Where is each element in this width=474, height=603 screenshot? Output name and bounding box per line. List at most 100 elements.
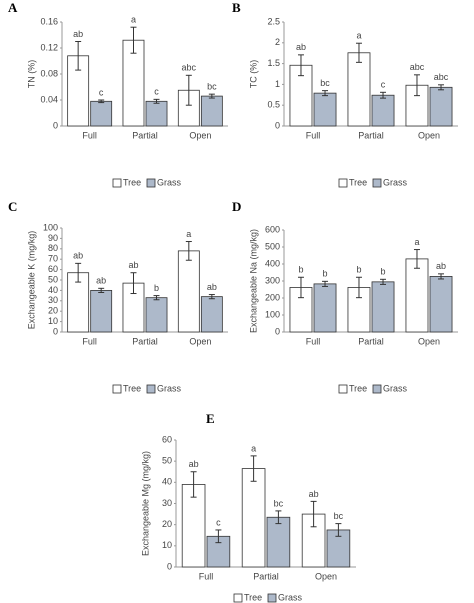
legend-label: Tree <box>123 177 141 187</box>
bar <box>145 297 168 333</box>
y-tick-label: 30 <box>162 498 172 508</box>
significance-letter: b <box>381 267 386 277</box>
legend-swatch <box>372 384 382 394</box>
significance-letter: a <box>131 15 136 25</box>
y-tick-label: 100 <box>265 309 280 319</box>
legend-label: Grass <box>383 383 408 393</box>
x-tick-label: Open <box>418 336 440 346</box>
legend-label: Tree <box>123 383 141 393</box>
significance-letter: a <box>414 237 419 247</box>
y-axis-label: Exchangeable K (mg/kg) <box>26 231 36 330</box>
bar <box>371 281 395 333</box>
legend-label: Tree <box>349 383 367 393</box>
y-tick-label: 40 <box>162 477 172 487</box>
y-tick-label: 90 <box>48 233 58 243</box>
y-tick-label: 0 <box>167 561 172 571</box>
x-tick-label: Open <box>189 130 211 140</box>
significance-letter: ab <box>309 489 319 499</box>
legend-swatch <box>112 178 122 188</box>
legend-swatch <box>267 593 277 603</box>
y-tick-label: 1.5 <box>267 58 280 68</box>
panel-label: B <box>232 0 241 15</box>
y-tick-label: 200 <box>265 292 280 302</box>
y-tick-label: 50 <box>48 274 58 284</box>
y-tick-label: 80 <box>48 243 58 253</box>
bar <box>266 516 291 568</box>
significance-letter: abc <box>434 72 449 82</box>
y-axis-label: Exchangeable Mg (mg/kg) <box>140 451 150 556</box>
x-tick-label: Full <box>82 336 97 346</box>
bar <box>405 258 429 333</box>
significance-letter: ab <box>73 251 83 261</box>
x-tick-label: Partial <box>358 130 384 140</box>
y-tick-label: 10 <box>48 316 58 326</box>
significance-letter: bc <box>207 82 217 92</box>
significance-letter: ab <box>73 29 83 39</box>
y-tick-label: 20 <box>48 306 58 316</box>
y-tick-label: 50 <box>162 456 172 466</box>
significance-letter: ab <box>296 42 306 52</box>
significance-letter: bc <box>274 498 284 508</box>
bar <box>177 250 200 333</box>
bar <box>371 94 395 127</box>
legend-swatch <box>146 178 156 188</box>
y-tick-label: 70 <box>48 254 58 264</box>
panel-label: E <box>206 411 215 426</box>
significance-letter: a <box>186 229 191 239</box>
bar <box>429 86 453 127</box>
bar <box>90 100 113 127</box>
y-tick-label: 0 <box>275 120 280 130</box>
x-tick-label: Full <box>82 130 97 140</box>
significance-letter: b <box>356 265 361 275</box>
panel-label: D <box>232 199 241 214</box>
legend-label: Tree <box>349 177 367 187</box>
y-tick-label: 2 <box>275 37 280 47</box>
panel-label: C <box>8 199 17 214</box>
significance-letter: c <box>154 87 159 97</box>
legend-swatch <box>338 178 348 188</box>
y-tick-label: 0.08 <box>40 68 58 78</box>
legend-label: Grass <box>383 177 408 187</box>
y-tick-label: 20 <box>162 519 172 529</box>
bar <box>90 289 113 333</box>
y-tick-label: 0 <box>53 326 58 336</box>
y-tick-label: 0.16 <box>40 16 58 26</box>
x-tick-label: Partial <box>253 571 279 581</box>
legend-swatch <box>233 593 243 603</box>
significance-letter: a <box>356 31 361 41</box>
significance-letter: ab <box>128 260 138 270</box>
x-tick-label: Partial <box>132 336 158 346</box>
significance-letter: bc <box>334 511 344 521</box>
x-tick-label: Open <box>189 336 211 346</box>
significance-letter: b <box>154 283 159 293</box>
y-tick-label: 30 <box>48 295 58 305</box>
significance-letter: ab <box>207 282 217 292</box>
y-tick-label: 0.04 <box>40 94 58 104</box>
y-tick-label: 60 <box>162 434 172 444</box>
y-tick-label: 600 <box>265 224 280 234</box>
legend-label: Tree <box>244 592 262 602</box>
legend-swatch <box>112 384 122 394</box>
bar <box>145 100 168 127</box>
bar <box>200 95 223 127</box>
panel-label: A <box>8 0 18 15</box>
significance-letter: c <box>381 80 386 90</box>
y-axis-label: TC (%) <box>248 60 258 89</box>
x-tick-label: Full <box>199 571 214 581</box>
significance-letter: ab <box>436 261 446 271</box>
significance-letter: ab <box>96 276 106 286</box>
y-tick-label: 40 <box>48 285 58 295</box>
significance-letter: ab <box>189 459 199 469</box>
y-tick-label: 300 <box>265 275 280 285</box>
x-tick-label: Open <box>315 571 337 581</box>
x-tick-label: Full <box>306 130 321 140</box>
y-axis-label: Exchangeable Na (mg/kg) <box>248 229 258 333</box>
y-tick-label: 400 <box>265 258 280 268</box>
significance-letter: b <box>298 265 303 275</box>
y-tick-label: 0 <box>53 120 58 130</box>
significance-letter: a <box>251 443 256 453</box>
bar <box>200 296 223 333</box>
x-tick-label: Full <box>306 336 321 346</box>
y-tick-label: 500 <box>265 241 280 251</box>
